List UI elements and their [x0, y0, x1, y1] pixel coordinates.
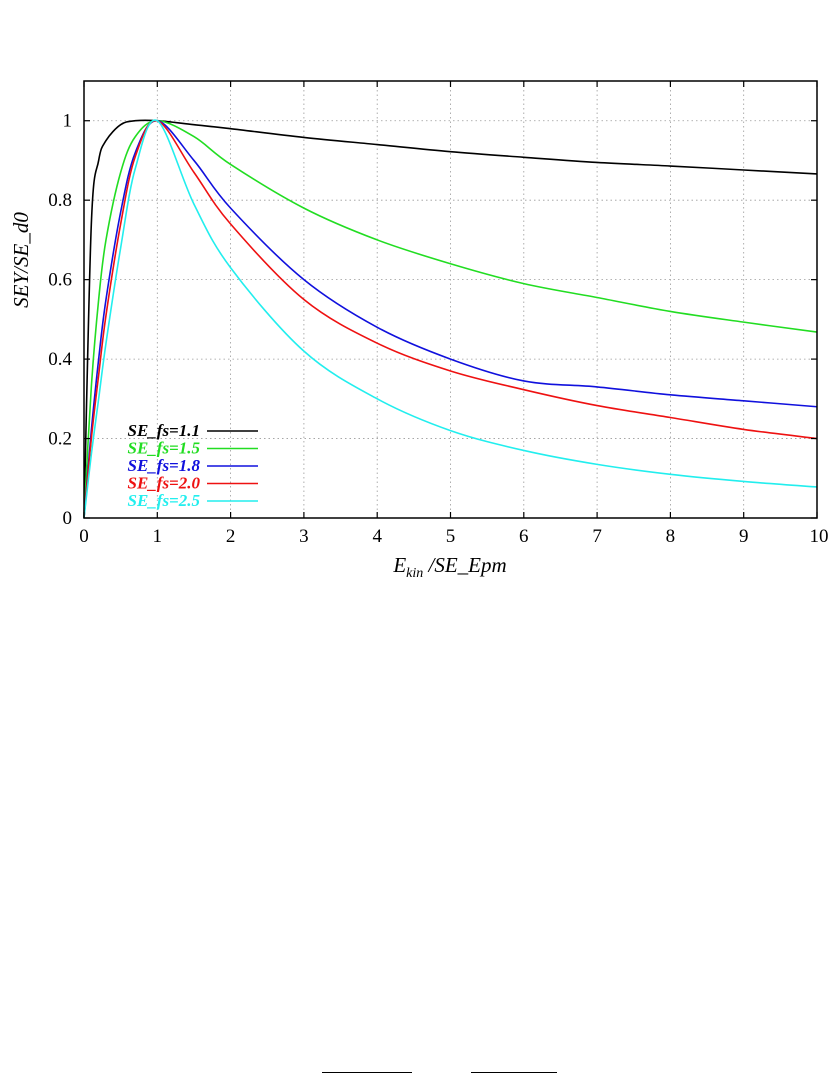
x-tick-label: 8 — [666, 526, 676, 547]
y-tick-label: 0.2 — [48, 429, 72, 450]
series-line-se-fs-1-8 — [83, 119, 818, 519]
legend-label: SE_fs=2.0 — [127, 474, 200, 493]
x-tick-label: 0 — [79, 526, 89, 547]
y-tick-label: 1 — [63, 111, 73, 132]
x-tick-label: 5 — [446, 526, 456, 547]
x-tick-label: 2 — [226, 526, 236, 547]
x-tick-label: 3 — [299, 526, 309, 547]
x-tick-label: 4 — [372, 526, 382, 547]
y-tick-label: 0.8 — [48, 190, 72, 211]
axis-ticks — [83, 81, 818, 519]
legend-label: SE_fs=1.1 — [127, 421, 200, 440]
x-tick-label: 9 — [739, 526, 749, 547]
x-tick-label: 6 — [519, 526, 529, 547]
y-tick-label: 0.4 — [48, 349, 72, 370]
series-line-se-fs-1-1 — [83, 119, 818, 519]
x-tick-label: 1 — [153, 526, 163, 547]
x-tick-label: 10 — [810, 526, 829, 547]
legend-label: SE_fs=2.5 — [127, 491, 200, 510]
legend-label: SE_fs=1.8 — [127, 456, 200, 475]
x-tick-label: 7 — [592, 526, 602, 547]
series-line-se-fs-2-5 — [83, 119, 818, 519]
y-axis-title: SEY/SE_d0 — [9, 212, 33, 308]
x-axis-title: Ekin /SE_Epm — [392, 553, 506, 581]
series-lines — [83, 119, 818, 519]
series-line-se-fs-2-0 — [83, 119, 818, 519]
tick-labels: 0 1 2 3 4 5 6 7 8 9 10 0 0.2 0.4 0.6 0.8 1 — [48, 111, 828, 547]
series-line-se-fs-1-5 — [83, 119, 818, 519]
grid — [84, 81, 817, 518]
y-tick-label: 0.6 — [48, 270, 72, 291]
y-tick-label: 0 — [63, 508, 73, 529]
legend: SE_fs=1.1SE_fs=1.5SE_fs=1.8SE_fs=2.0SE_f… — [127, 421, 258, 510]
legend-label: SE_fs=1.5 — [127, 439, 200, 458]
